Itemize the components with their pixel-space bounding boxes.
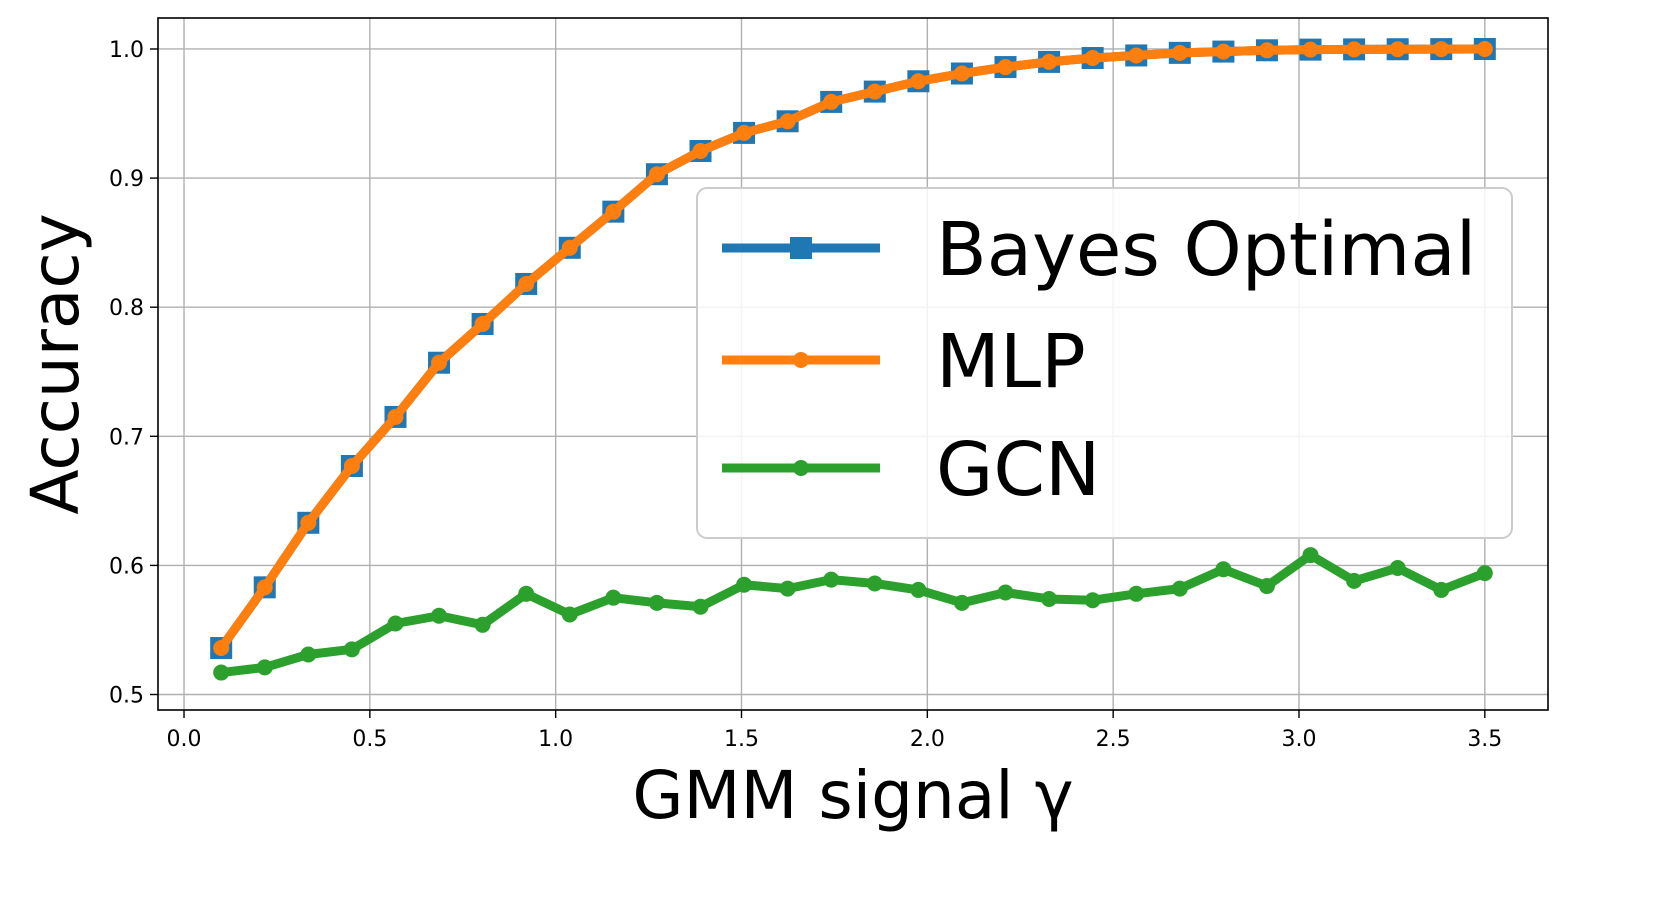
data-point-gcn <box>256 659 273 676</box>
data-point-mlp <box>387 408 404 425</box>
data-point-mlp <box>256 579 273 596</box>
data-point-mlp <box>953 65 970 82</box>
data-point-mlp <box>736 124 753 141</box>
legend-item-mlp: MLP <box>722 319 1086 405</box>
data-point-mlp <box>518 275 535 292</box>
data-point-mlp <box>1258 42 1275 59</box>
data-point-gcn <box>1128 585 1145 602</box>
data-point-gcn <box>343 641 360 658</box>
x-tick-label: 3.5 <box>1467 727 1502 752</box>
data-point-mlp <box>1346 41 1363 58</box>
data-point-mlp <box>213 640 230 657</box>
data-point-mlp <box>1128 47 1145 64</box>
data-point-mlp <box>997 59 1014 76</box>
legend-label-gcn: GCN <box>936 427 1100 513</box>
series-layer <box>210 37 1496 681</box>
x-tick-label: 1.5 <box>724 727 759 752</box>
data-point-gcn <box>1302 547 1319 564</box>
data-point-gcn <box>1389 559 1406 576</box>
y-tick-label: 0.9 <box>109 167 144 192</box>
data-point-mlp <box>823 93 840 110</box>
y-axis-label: Accuracy <box>17 213 94 514</box>
data-point-mlp <box>1215 43 1232 60</box>
data-point-gcn <box>997 584 1014 601</box>
data-point-mlp <box>1041 53 1058 70</box>
data-point-gcn <box>779 580 796 597</box>
data-point-gcn <box>431 607 448 624</box>
data-point-gcn <box>1171 580 1188 597</box>
legend-marker-bayes-optimal <box>790 237 812 259</box>
y-axis: 0.5 0.6 0.7 0.8 0.9 1.0 <box>109 38 158 709</box>
data-point-gcn <box>866 575 883 592</box>
x-tick-label: 2.0 <box>910 727 945 752</box>
data-point-mlp <box>779 113 796 130</box>
legend-label-bayes-optimal: Bayes Optimal <box>936 207 1476 293</box>
data-point-mlp <box>474 315 491 332</box>
data-point-mlp <box>1476 40 1493 57</box>
data-point-mlp <box>1302 41 1319 58</box>
data-point-gcn <box>736 576 753 593</box>
data-point-gcn <box>910 581 927 598</box>
data-point-mlp <box>866 83 883 100</box>
y-tick-label: 0.6 <box>109 554 144 579</box>
legend-item-gcn: GCN <box>722 427 1100 513</box>
data-point-mlp <box>910 73 927 90</box>
legend-item-bayes-optimal: Bayes Optimal <box>722 207 1476 293</box>
series-gcn <box>213 547 1493 681</box>
legend-label-mlp: MLP <box>936 319 1086 405</box>
x-tick-label: 0.5 <box>352 727 387 752</box>
x-tick-label: 3.0 <box>1281 727 1316 752</box>
data-point-mlp <box>1171 44 1188 61</box>
y-tick-label: 0.5 <box>109 684 144 709</box>
data-point-gcn <box>1258 578 1275 595</box>
data-point-gcn <box>1215 561 1232 578</box>
data-point-mlp <box>431 354 448 371</box>
y-tick-label: 1.0 <box>109 38 144 63</box>
y-tick-label: 0.8 <box>109 296 144 321</box>
data-point-gcn <box>387 615 404 632</box>
data-point-gcn <box>1084 592 1101 609</box>
data-point-mlp <box>648 166 665 183</box>
y-tick-label: 0.7 <box>109 425 144 450</box>
legend-box <box>696 187 1513 539</box>
data-point-mlp <box>561 239 578 256</box>
data-point-gcn <box>823 571 840 588</box>
x-axis: 0.0 0.5 1.0 1.5 2.0 2.5 3.0 3.5 <box>167 710 1502 752</box>
data-point-gcn <box>648 594 665 611</box>
data-point-mlp <box>300 514 317 531</box>
data-point-gcn <box>953 594 970 611</box>
x-tick-label: 0.0 <box>167 727 202 752</box>
legend-marker-gcn <box>793 460 809 476</box>
plot-frame <box>157 17 1549 711</box>
data-point-gcn <box>518 585 535 602</box>
data-point-gcn <box>605 589 622 606</box>
series-mlp <box>213 40 1493 657</box>
data-point-gcn <box>300 646 317 663</box>
data-point-mlp <box>1389 41 1406 58</box>
data-point-mlp <box>1084 50 1101 67</box>
x-tick-label: 2.5 <box>1096 727 1131 752</box>
data-point-gcn <box>1476 565 1493 582</box>
data-point-mlp <box>343 457 360 474</box>
data-point-mlp <box>692 142 709 159</box>
legend-marker-mlp <box>793 352 809 368</box>
data-point-mlp <box>1433 41 1450 58</box>
data-point-gcn <box>1433 581 1450 598</box>
legend: Bayes Optimal MLP GCN <box>696 187 1513 539</box>
data-point-gcn <box>474 616 491 633</box>
x-axis-label: GMM signal γ <box>632 757 1073 834</box>
data-point-gcn <box>1041 590 1058 607</box>
data-point-gcn <box>213 664 230 681</box>
data-point-gcn <box>692 598 709 615</box>
data-point-gcn <box>561 606 578 623</box>
data-point-mlp <box>605 203 622 220</box>
data-point-gcn <box>1346 572 1363 589</box>
x-tick-label: 1.0 <box>538 727 573 752</box>
